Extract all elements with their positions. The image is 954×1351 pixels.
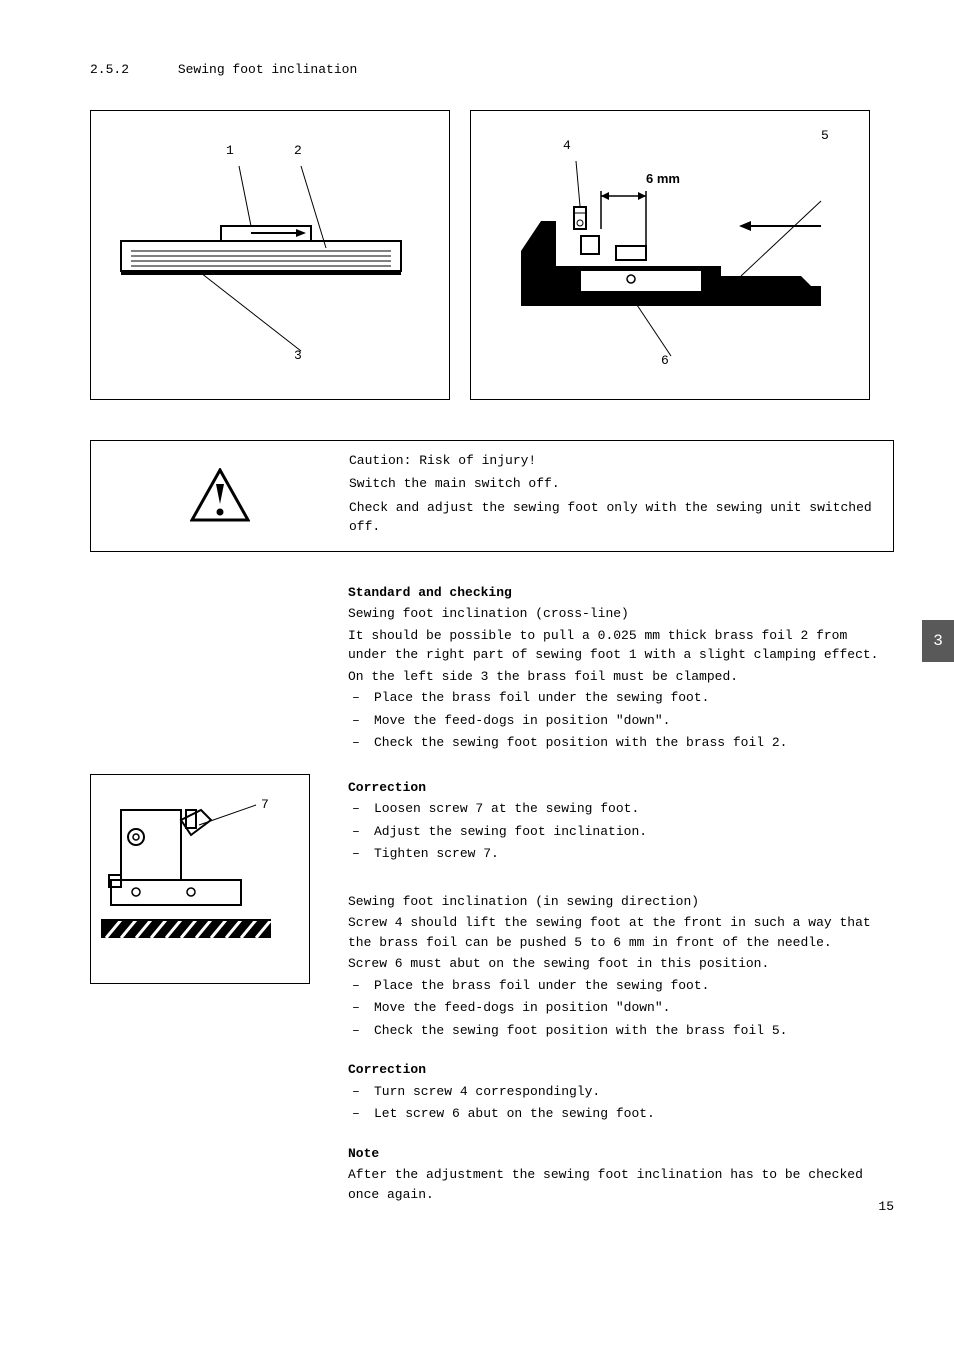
callout-2: 2 — [294, 141, 302, 161]
diagram-sewing-direction: 4 5 6 6 mm — [470, 110, 870, 400]
diagram-row: 1 2 3 — [90, 110, 894, 400]
standard-checking-head: Standard and checking — [348, 583, 894, 603]
callout-4: 4 — [563, 136, 571, 156]
page-section-tab: 3 — [922, 620, 954, 662]
list-item: Check the sewing foot position with the … — [348, 733, 894, 753]
crossline-steps: Place the brass foil under the sewing fo… — [348, 688, 894, 753]
sewdir-head: Sewing foot inclination (in sewing direc… — [348, 892, 894, 912]
note-text: After the adjustment the sewing foot inc… — [348, 1165, 894, 1204]
page-number: 15 — [878, 1197, 894, 1217]
diagram-sewing-direction-svg — [481, 121, 861, 391]
caution-line2: Check and adjust the sewing foot only wi… — [349, 498, 878, 537]
diagram-cross-line-svg — [101, 121, 441, 391]
list-item: Adjust the sewing foot inclination. — [348, 822, 894, 842]
correction1-steps: Loosen screw 7 at the sewing foot. Adjus… — [348, 799, 894, 864]
list-item: Tighten screw 7. — [348, 844, 894, 864]
caution-box: Caution: Risk of injury! Switch the main… — [90, 440, 894, 552]
list-item: Move the feed-dogs in position "down". — [348, 711, 894, 731]
callout-7: 7 — [261, 795, 269, 815]
crossline-p1: It should be possible to pull a 0.025 mm… — [348, 626, 894, 665]
list-item: Loosen screw 7 at the sewing foot. — [348, 799, 894, 819]
section-heading: 2.5.2 Sewing foot inclination — [90, 60, 894, 80]
callout-3: 3 — [294, 346, 302, 366]
list-item: Place the brass foil under the sewing fo… — [348, 688, 894, 708]
dimension-6mm: 6 mm — [646, 169, 680, 189]
caution-icon-cell — [91, 441, 349, 551]
note-head: Note — [348, 1144, 894, 1164]
crossline-p2: On the left side 3 the brass foil must b… — [348, 667, 894, 687]
caution-text: Caution: Risk of injury! Switch the main… — [349, 441, 893, 551]
warning-icon — [190, 468, 250, 523]
list-item: Turn screw 4 correspondingly. — [348, 1082, 894, 1102]
block-correction-1: 7 Correction Loosen screw 7 at the sewin… — [90, 756, 894, 1207]
diagram-screw-7: 7 — [90, 774, 310, 984]
caution-title: Caution: Risk of injury! — [349, 451, 878, 471]
section-title: Sewing foot inclination — [178, 62, 357, 77]
correction1-head: Correction — [348, 778, 894, 798]
sewdir-p1: Screw 4 should lift the sewing foot at t… — [348, 913, 894, 952]
page-section-tab-label: 3 — [933, 629, 943, 653]
caution-line1: Switch the main switch off. — [349, 474, 878, 494]
list-item: Let screw 6 abut on the sewing foot. — [348, 1104, 894, 1124]
callout-5: 5 — [821, 126, 829, 146]
block-standard-checking: Standard and checking Sewing foot inclin… — [90, 577, 894, 756]
sewdir-p2: Screw 6 must abut on the sewing foot in … — [348, 954, 894, 974]
correction2-steps: Turn screw 4 correspondingly. Let screw … — [348, 1082, 894, 1124]
list-item: Move the feed-dogs in position "down". — [348, 998, 894, 1018]
sewdir-steps: Place the brass foil under the sewing fo… — [348, 976, 894, 1041]
callout-1: 1 — [226, 141, 234, 161]
correction2-head: Correction — [348, 1060, 894, 1080]
list-item: Check the sewing foot position with the … — [348, 1021, 894, 1041]
callout-6: 6 — [661, 351, 669, 371]
crossline-head: Sewing foot inclination (cross-line) — [348, 604, 894, 624]
list-item: Place the brass foil under the sewing fo… — [348, 976, 894, 996]
section-number: 2.5.2 — [90, 60, 170, 80]
diagram-cross-line: 1 2 3 — [90, 110, 450, 400]
